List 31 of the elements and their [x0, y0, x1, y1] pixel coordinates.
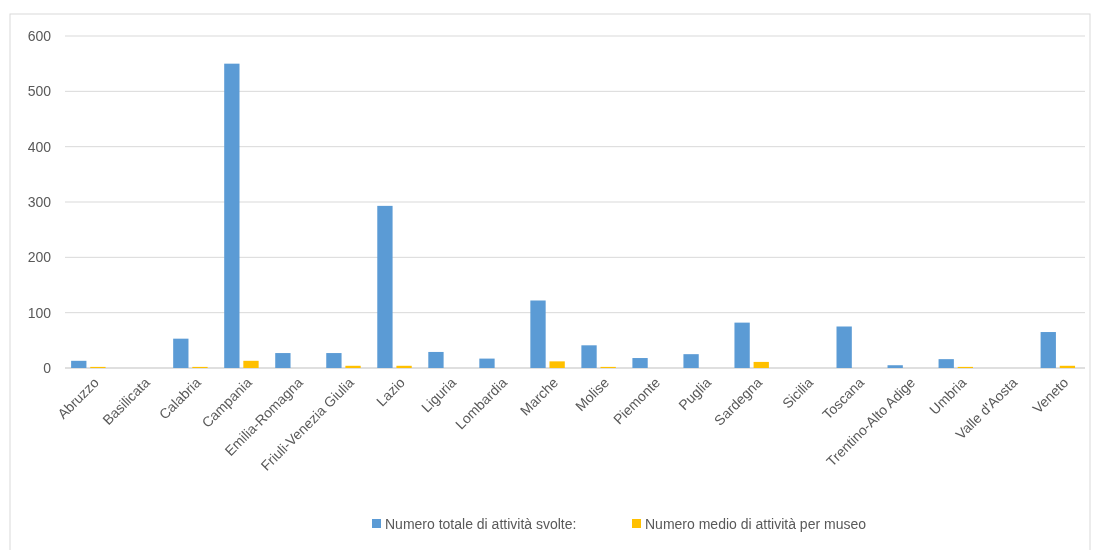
bar	[632, 358, 648, 368]
bar	[71, 360, 87, 368]
y-tick-label: 100	[27, 304, 52, 321]
legend-label: Numero totale di attività svolte:	[385, 515, 577, 532]
y-tick-label: 300	[27, 193, 52, 210]
bar	[836, 326, 852, 368]
y-tick-label: 200	[27, 249, 52, 266]
bar	[581, 345, 597, 368]
bar	[887, 365, 903, 368]
bar	[1040, 332, 1056, 368]
y-tick-label: 500	[27, 83, 52, 100]
y-tick-label: 600	[27, 27, 52, 44]
bar	[275, 353, 291, 368]
bar	[345, 365, 361, 368]
bar	[377, 205, 393, 368]
bar	[224, 63, 240, 368]
bar	[326, 353, 342, 368]
bar	[396, 365, 412, 368]
bar	[173, 338, 189, 368]
bar	[734, 322, 750, 368]
y-tick-label: 400	[27, 138, 52, 155]
y-tick-label: 0	[43, 359, 52, 376]
legend-label: Numero medio di attività per museo	[645, 515, 867, 532]
bar	[530, 300, 546, 368]
bar	[479, 358, 495, 368]
bar	[549, 361, 565, 368]
bar	[938, 359, 954, 368]
bar	[243, 360, 259, 368]
bar	[753, 361, 769, 368]
bar	[683, 354, 699, 368]
bar	[428, 351, 444, 368]
